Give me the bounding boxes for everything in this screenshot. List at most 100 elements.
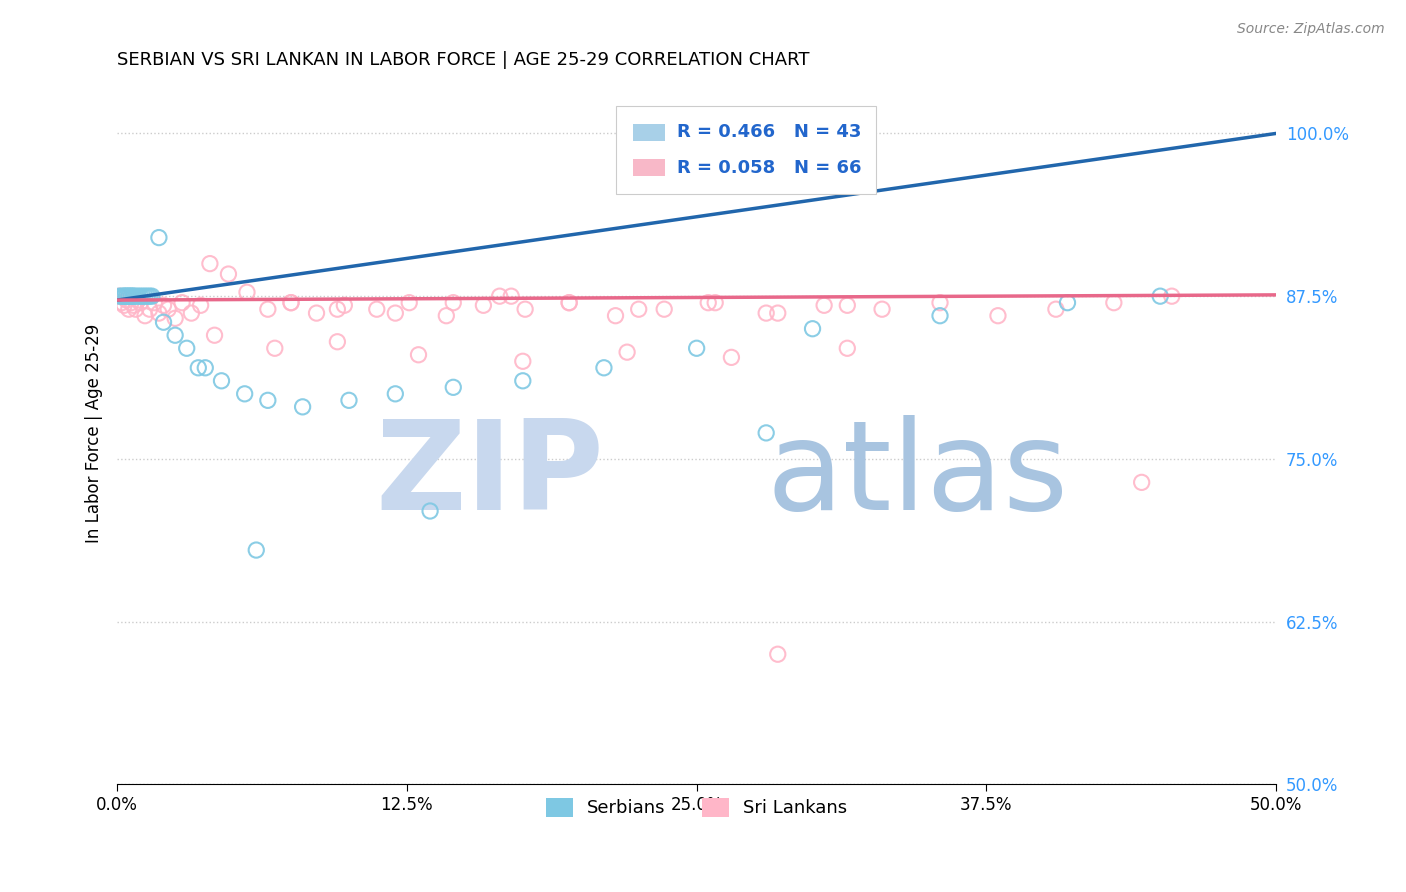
- Point: [120, 295, 142, 310]
- Point: [217, 267, 239, 281]
- Point: [257, 302, 280, 317]
- Point: [115, 293, 138, 307]
- Point: [384, 306, 406, 320]
- Point: [233, 387, 256, 401]
- Text: atlas: atlas: [766, 415, 1069, 535]
- Y-axis label: In Labor Force | Age 25-29: In Labor Force | Age 25-29: [86, 323, 103, 542]
- Point: [129, 295, 152, 310]
- Point: [685, 341, 707, 355]
- Point: [593, 360, 616, 375]
- Point: [127, 293, 149, 307]
- Point: [384, 387, 406, 401]
- Point: [766, 647, 789, 661]
- Point: [652, 302, 675, 317]
- Point: [333, 298, 356, 312]
- Point: [115, 289, 138, 303]
- Point: [134, 309, 156, 323]
- Point: [337, 393, 360, 408]
- Point: [122, 298, 145, 312]
- Point: [118, 289, 141, 303]
- Point: [118, 289, 141, 303]
- Point: [115, 289, 138, 303]
- Point: [112, 298, 135, 312]
- Point: [605, 309, 627, 323]
- Point: [697, 295, 720, 310]
- Point: [870, 302, 893, 317]
- Point: [837, 341, 859, 355]
- FancyBboxPatch shape: [616, 106, 876, 194]
- Point: [627, 302, 650, 317]
- Point: [245, 543, 267, 558]
- Point: [837, 298, 859, 312]
- Point: [501, 289, 523, 303]
- Point: [1102, 295, 1125, 310]
- Point: [120, 289, 142, 303]
- Point: [118, 302, 141, 317]
- Point: [305, 306, 328, 320]
- Point: [111, 295, 134, 310]
- Point: [929, 295, 952, 310]
- Point: [434, 309, 457, 323]
- Point: [408, 348, 430, 362]
- Point: [187, 360, 209, 375]
- Point: [1045, 302, 1067, 317]
- Point: [472, 298, 495, 312]
- Point: [280, 295, 302, 310]
- Point: [108, 289, 131, 303]
- Point: [1130, 475, 1153, 490]
- Point: [172, 295, 194, 310]
- Point: [148, 230, 170, 244]
- Point: [488, 289, 510, 303]
- Point: [766, 306, 789, 320]
- Point: [558, 295, 581, 310]
- Text: Source: ZipAtlas.com: Source: ZipAtlas.com: [1237, 22, 1385, 37]
- Point: [236, 285, 259, 300]
- Point: [152, 298, 174, 312]
- Point: [366, 302, 388, 317]
- Point: [211, 374, 233, 388]
- Point: [141, 289, 163, 303]
- Point: [1149, 289, 1171, 303]
- Point: [136, 289, 159, 303]
- Point: [326, 334, 349, 349]
- Text: SERBIAN VS SRI LANKAN IN LABOR FORCE | AGE 25-29 CORRELATION CHART: SERBIAN VS SRI LANKAN IN LABOR FORCE | A…: [117, 51, 810, 69]
- Point: [616, 345, 638, 359]
- Point: [120, 289, 142, 303]
- Point: [129, 289, 152, 303]
- Point: [204, 328, 226, 343]
- Point: [152, 315, 174, 329]
- Point: [929, 309, 952, 323]
- Point: [755, 306, 778, 320]
- Bar: [633, 124, 665, 141]
- Point: [125, 302, 148, 317]
- Point: [138, 302, 160, 317]
- Point: [257, 393, 280, 408]
- Point: [755, 425, 778, 440]
- Point: [176, 341, 198, 355]
- Point: [813, 298, 835, 312]
- Point: [190, 298, 212, 312]
- Point: [419, 504, 441, 518]
- Point: [111, 289, 134, 303]
- Point: [125, 289, 148, 303]
- Point: [127, 289, 149, 303]
- Point: [512, 374, 534, 388]
- Point: [122, 289, 145, 303]
- Point: [131, 289, 153, 303]
- Bar: [633, 160, 665, 176]
- Point: [165, 328, 187, 343]
- Text: R = 0.058   N = 66: R = 0.058 N = 66: [676, 159, 862, 177]
- Point: [291, 400, 314, 414]
- Text: ZIP: ZIP: [375, 415, 605, 535]
- Point: [134, 289, 156, 303]
- Point: [143, 295, 166, 310]
- Point: [987, 309, 1010, 323]
- Point: [165, 311, 187, 326]
- Point: [1056, 295, 1078, 310]
- Point: [198, 257, 221, 271]
- Point: [112, 289, 135, 303]
- Point: [398, 295, 420, 310]
- Point: [157, 302, 180, 317]
- Point: [801, 322, 824, 336]
- Point: [112, 289, 135, 303]
